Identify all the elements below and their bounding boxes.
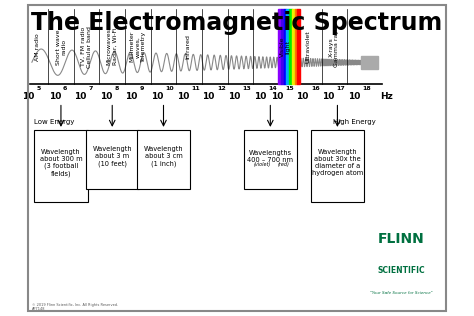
Text: 10: 10 — [322, 92, 335, 101]
Bar — [286, 9, 289, 84]
Text: 8: 8 — [114, 86, 118, 91]
FancyBboxPatch shape — [244, 130, 297, 189]
Text: 10: 10 — [254, 92, 266, 101]
Text: High Energy: High Energy — [333, 119, 376, 125]
Text: Microwaves
Radar, Wi-Fi: Microwaves Radar, Wi-Fi — [107, 28, 118, 65]
FancyBboxPatch shape — [85, 130, 139, 189]
Text: 6: 6 — [63, 86, 67, 91]
Text: Wavelength
about 3 cm
(1 inch): Wavelength about 3 cm (1 inch) — [144, 146, 183, 167]
Text: (red): (red) — [277, 162, 289, 167]
Bar — [298, 9, 300, 84]
Text: Visible
light: Visible light — [280, 37, 290, 57]
Text: 10: 10 — [177, 92, 189, 101]
Text: 10: 10 — [202, 92, 215, 101]
Bar — [295, 9, 298, 84]
Text: Wavelength
about 30x the
diameter of a
hydrogen atom: Wavelength about 30x the diameter of a h… — [312, 149, 363, 176]
Text: Wavelengths
400 – 700 nm: Wavelengths 400 – 700 nm — [247, 150, 293, 163]
Bar — [292, 9, 295, 84]
Text: 14: 14 — [268, 86, 277, 91]
Text: "Your Safe Source for Science": "Your Safe Source for Science" — [370, 291, 433, 295]
Text: The Electromagnetic Spectrum: The Electromagnetic Spectrum — [31, 11, 443, 35]
Text: 10: 10 — [74, 92, 87, 101]
Text: Infrared: Infrared — [185, 34, 191, 59]
Text: Wavelength
about 3 m
(10 feet): Wavelength about 3 m (10 feet) — [92, 146, 132, 167]
FancyBboxPatch shape — [137, 130, 190, 189]
Bar — [281, 9, 283, 84]
Text: 10: 10 — [228, 92, 240, 101]
Text: Ultraviolet: Ultraviolet — [305, 30, 310, 63]
Text: X-rays
Gamma rays: X-rays Gamma rays — [328, 27, 339, 67]
Text: Millimeter
waves,
Telemetry: Millimeter waves, Telemetry — [129, 31, 146, 63]
Text: © 2019 Flinn Scientific, Inc. All Rights Reserved.
AP7148: © 2019 Flinn Scientific, Inc. All Rights… — [32, 303, 118, 312]
Text: 10: 10 — [48, 92, 61, 101]
Text: 10: 10 — [296, 92, 309, 101]
Bar — [283, 9, 286, 84]
Text: 10: 10 — [165, 86, 174, 91]
Text: Wavelength
about 300 m
(3 football
fields): Wavelength about 300 m (3 football field… — [40, 149, 82, 177]
Bar — [278, 9, 281, 84]
Text: 13: 13 — [243, 86, 251, 91]
Text: 7: 7 — [89, 86, 93, 91]
Text: 15: 15 — [285, 86, 294, 91]
Bar — [361, 56, 378, 69]
Text: Hz: Hz — [380, 92, 393, 101]
Text: TV, FM radio
Cellular band: TV, FM radio Cellular band — [81, 26, 92, 68]
Text: 9: 9 — [140, 86, 145, 91]
Text: 17: 17 — [337, 86, 346, 91]
Text: 11: 11 — [191, 86, 200, 91]
Text: 18: 18 — [362, 86, 371, 91]
Text: 16: 16 — [311, 86, 319, 91]
Text: 10: 10 — [348, 92, 360, 101]
Text: FLINN: FLINN — [378, 233, 425, 246]
Text: 5: 5 — [36, 86, 41, 91]
Text: Short wave
radio: Short wave radio — [55, 29, 66, 64]
Text: 10: 10 — [100, 92, 112, 101]
Text: (violet): (violet) — [253, 162, 270, 167]
Text: 12: 12 — [217, 86, 226, 91]
Text: 10: 10 — [126, 92, 138, 101]
Text: 10: 10 — [271, 92, 283, 101]
Text: AM radio: AM radio — [35, 33, 40, 61]
FancyBboxPatch shape — [34, 130, 88, 202]
Text: Low Energy: Low Energy — [34, 119, 74, 125]
Bar — [289, 9, 292, 84]
Text: 10: 10 — [151, 92, 164, 101]
FancyBboxPatch shape — [311, 130, 364, 202]
Text: 10: 10 — [22, 92, 34, 101]
Text: SCIENTIFIC: SCIENTIFIC — [378, 266, 425, 275]
